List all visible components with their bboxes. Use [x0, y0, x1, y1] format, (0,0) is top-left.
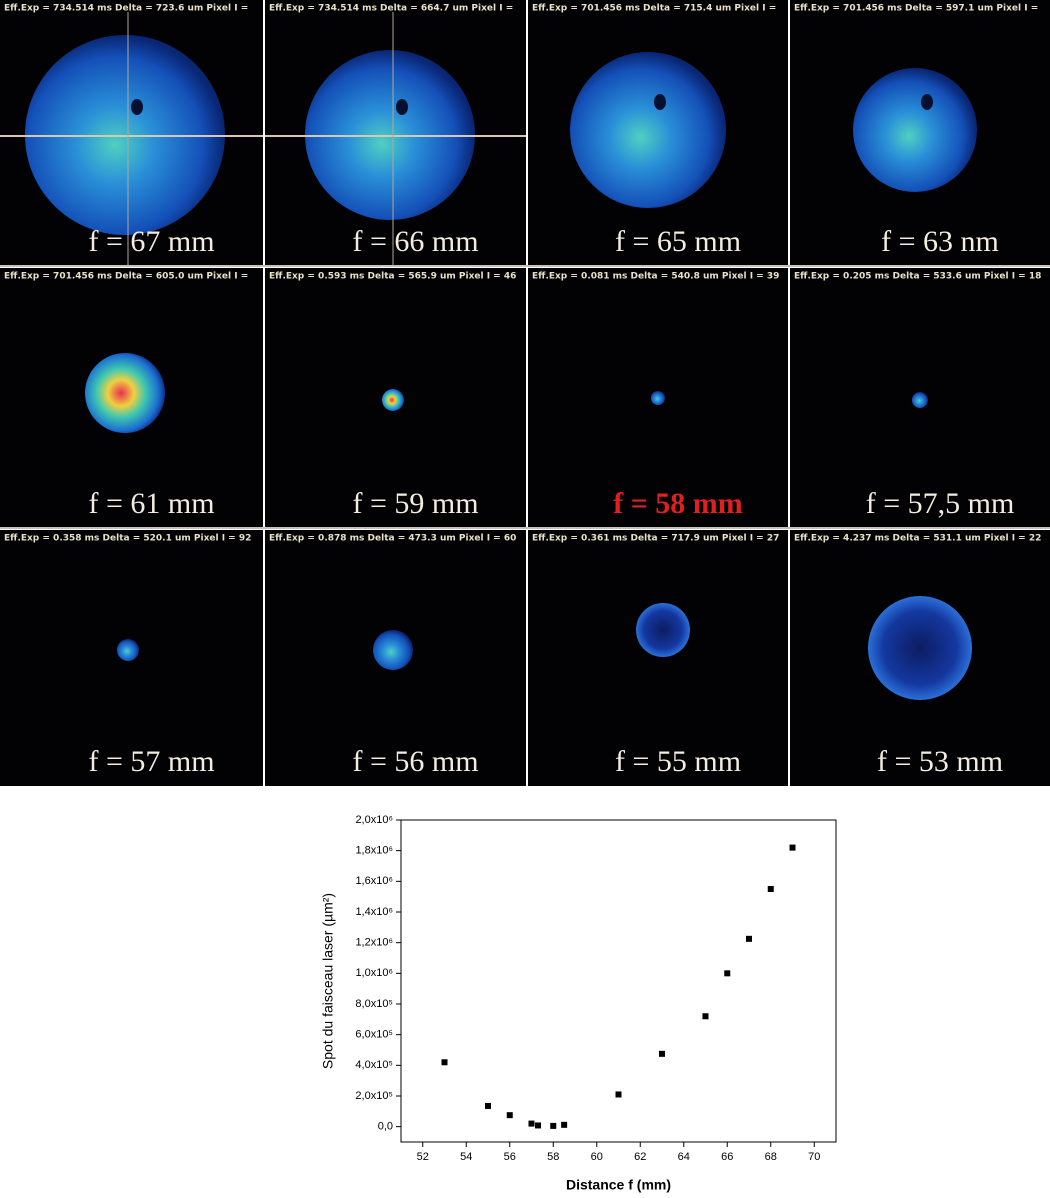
x-tick-label: 58	[547, 1151, 559, 1163]
x-tick-label: 68	[765, 1151, 777, 1163]
x-tick-label: 62	[634, 1151, 646, 1163]
y-tick-label: 2,0x10⁶	[355, 814, 393, 826]
image-header: Eff.Exp = 701.456 ms Delta = 605.0 um Pi…	[4, 272, 248, 282]
image-label: f = 66 mm	[352, 225, 478, 258]
x-tick-label: 66	[721, 1151, 733, 1163]
image-tile: Eff.Exp = 0.361 ms Delta = 717.9 um Pixe…	[528, 530, 788, 786]
x-tick-label: 56	[504, 1151, 516, 1163]
image-header: Eff.Exp = 4.237 ms Delta = 531.1 um Pixe…	[794, 534, 1041, 544]
beam-spot	[117, 639, 139, 661]
x-tick-label: 52	[417, 1151, 429, 1163]
data-point	[615, 1091, 622, 1098]
x-tick-label: 70	[808, 1151, 820, 1163]
y-tick-label: 4,0x10⁵	[355, 1059, 393, 1071]
x-tick-label: 54	[460, 1151, 472, 1163]
image-label: f = 57 mm	[88, 745, 214, 778]
beam-spot	[651, 391, 665, 405]
data-point	[702, 1013, 709, 1020]
image-header: Eff.Exp = 0.081 ms Delta = 540.8 um Pixe…	[532, 272, 779, 282]
data-point	[767, 886, 774, 892]
beam-spot	[382, 389, 404, 411]
image-label: f = 57,5 mm	[866, 487, 1015, 520]
image-label: f = 56 mm	[352, 745, 478, 778]
image-tile: Eff.Exp = 0.358 ms Delta = 520.1 um Pixe…	[0, 530, 263, 786]
image-header: Eff.Exp = 701.456 ms Delta = 715.4 um Pi…	[532, 4, 776, 14]
y-axis-title: Spot du faisceau laser (µm²)	[320, 893, 336, 1069]
image-tile: Eff.Exp = 701.456 ms Delta = 605.0 um Pi…	[0, 268, 263, 528]
y-tick-label: 1,8x10⁶	[355, 845, 393, 857]
data-point	[789, 844, 796, 851]
y-tick-label: 0,0	[378, 1121, 393, 1133]
image-header: Eff.Exp = 0.358 ms Delta = 520.1 um Pixe…	[4, 534, 251, 544]
data-point	[550, 1122, 557, 1129]
beam-spot	[636, 603, 690, 657]
image-tile: Eff.Exp = 734.514 ms Delta = 664.7 um Pi…	[265, 0, 526, 266]
image-header: Eff.Exp = 734.514 ms Delta = 723.6 um Pi…	[4, 4, 248, 14]
image-tile: Eff.Exp = 701.456 ms Delta = 597.1 um Pi…	[790, 0, 1050, 266]
image-label: f = 67 mm	[88, 225, 214, 258]
data-point	[561, 1121, 568, 1128]
x-tick-label: 64	[678, 1151, 690, 1163]
image-label: f = 63 nm	[881, 225, 999, 258]
y-tick-label: 2,0x10⁵	[355, 1090, 393, 1102]
image-header: Eff.Exp = 0.593 ms Delta = 565.9 um Pixe…	[269, 272, 516, 282]
beam-spot	[570, 52, 726, 208]
beam-hole	[131, 99, 143, 115]
plot-frame	[400, 819, 837, 1143]
data-point	[506, 1112, 513, 1119]
image-header: Eff.Exp = 701.456 ms Delta = 597.1 um Pi…	[794, 4, 1038, 14]
y-tick-label: 1,2x10⁶	[355, 937, 393, 949]
image-label: f = 58 mm	[613, 487, 743, 520]
y-tick-label: 1,6x10⁶	[355, 875, 393, 887]
data-point	[659, 1050, 665, 1057]
image-label: f = 61 mm	[88, 487, 214, 520]
data-point	[746, 935, 752, 942]
image-label: f = 53 mm	[877, 745, 1003, 778]
tile-background	[528, 530, 788, 786]
image-label: f = 59 mm	[352, 487, 478, 520]
beam-spot	[853, 68, 977, 192]
image-tile: Eff.Exp = 0.878 ms Delta = 473.3 um Pixe…	[265, 530, 526, 786]
x-axis-title: Distance f (mm)	[566, 1177, 671, 1193]
data-point	[441, 1059, 448, 1066]
image-tile: Eff.Exp = 734.514 ms Delta = 723.6 um Pi…	[0, 0, 263, 266]
chart: 52 54 56 58 60 62 64 66 68 70 0,0 2,0x10⁵ 4,0x10⁵ 6,0…	[320, 814, 837, 1193]
image-header: Eff.Exp = 0.361 ms Delta = 717.9 um Pixe…	[532, 534, 779, 544]
data-point	[485, 1102, 491, 1109]
x-tick-label: 60	[591, 1151, 603, 1163]
beam-hole	[396, 99, 408, 115]
y-tick-label: 1,4x10⁶	[355, 906, 393, 918]
beam-spot	[85, 353, 165, 433]
image-label: f = 65 mm	[615, 225, 741, 258]
image-tile: Eff.Exp = 4.237 ms Delta = 531.1 um Pixe…	[790, 530, 1050, 786]
image-tile: Eff.Exp = 0.205 ms Delta = 533.6 um Pixe…	[790, 268, 1050, 528]
y-tick-label: 1,0x10⁶	[355, 967, 393, 979]
data-point	[535, 1122, 542, 1129]
data-point	[528, 1120, 535, 1127]
beam-spot	[912, 392, 928, 408]
image-tile: Eff.Exp = 0.081 ms Delta = 540.8 um Pixe…	[528, 268, 788, 528]
beam-hole	[921, 94, 933, 110]
beam-hole	[654, 94, 666, 110]
image-tile: Eff.Exp = 0.593 ms Delta = 565.9 um Pixe…	[265, 268, 526, 528]
data-point	[724, 970, 731, 977]
image-header: Eff.Exp = 0.878 ms Delta = 473.3 um Pixe…	[269, 534, 516, 544]
image-tile: Eff.Exp = 701.456 ms Delta = 715.4 um Pi…	[528, 0, 788, 266]
image-header: Eff.Exp = 0.205 ms Delta = 533.6 um Pixe…	[794, 272, 1041, 282]
beam-spot	[373, 630, 413, 670]
y-tick-label: 8,0x10⁵	[355, 998, 393, 1010]
y-tick-label: 6,0x10⁵	[355, 1029, 393, 1041]
image-header: Eff.Exp = 734.514 ms Delta = 664.7 um Pi…	[269, 4, 513, 14]
image-label: f = 55 mm	[615, 745, 741, 778]
beam-spot	[868, 596, 972, 700]
